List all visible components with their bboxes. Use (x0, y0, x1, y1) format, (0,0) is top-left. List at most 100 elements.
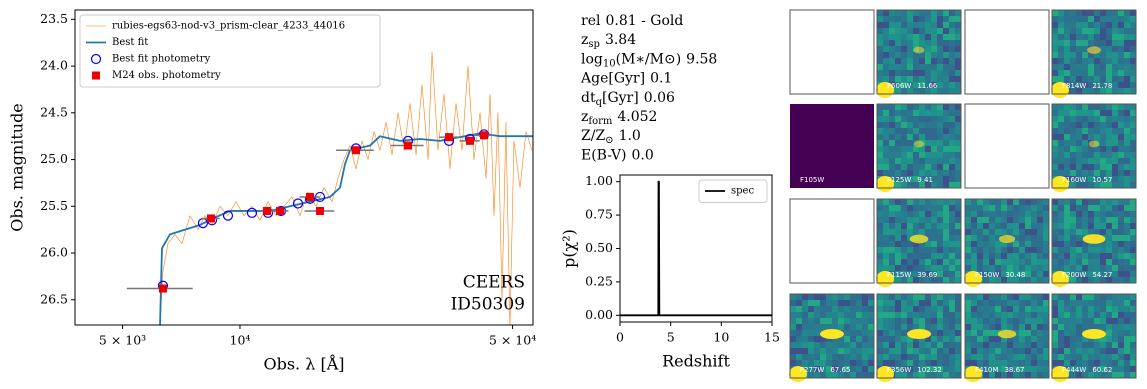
cutout-pixel (844, 312, 851, 319)
cutout-pixel (943, 64, 950, 71)
cutout-pixel (1088, 217, 1095, 224)
cutout-pixel (1076, 58, 1083, 65)
cutout-pixel (943, 52, 950, 59)
cutout-pixel (1100, 70, 1107, 77)
cutout-pixel (1088, 58, 1095, 65)
cutout-pixel (983, 306, 990, 313)
cutout-pixel (919, 158, 926, 165)
cutout-pixel (1106, 235, 1113, 242)
cutout-pixel (1106, 366, 1113, 373)
cutout-pixel (1031, 241, 1038, 248)
cutout-pixel (925, 116, 932, 123)
cutout-pixel (937, 176, 944, 183)
cutout-pixel (1070, 253, 1077, 260)
cutout-pixel (965, 211, 972, 218)
cutout-pixel (995, 211, 1002, 218)
cutout-pixel (1088, 336, 1095, 343)
cutout-pixel (820, 324, 827, 331)
cutout-pixel (1037, 294, 1044, 301)
cutout-pixel (883, 70, 890, 77)
cutout-pixel (931, 140, 938, 147)
cutout-pixel (1118, 318, 1125, 325)
cutout-pixel (1130, 22, 1137, 29)
cutout-pixel (931, 104, 938, 111)
cutout-pixel (943, 205, 950, 212)
cutout-pixel (826, 348, 833, 355)
cutout-pixel (1052, 241, 1059, 248)
cutout-pixel (955, 122, 962, 129)
cutout-pixel (1025, 235, 1032, 242)
cutout-pixel (877, 122, 884, 129)
cutout-pixel (1019, 330, 1026, 337)
cutout-pixel (995, 247, 1002, 254)
cutout-pixel (895, 122, 902, 129)
cutout-pixel (877, 40, 884, 47)
cutout-pixel (1037, 241, 1044, 248)
info-label: Age[Gyr] (580, 71, 645, 87)
cutout-pixel (1124, 235, 1131, 242)
cutout-pixel (1124, 34, 1131, 41)
filter-name: F277W (800, 366, 824, 374)
cutout-pixel (895, 271, 902, 278)
cutout-pixel (1058, 223, 1065, 230)
cutout-pixel (1118, 306, 1125, 313)
cutout-pixel (850, 372, 857, 379)
cutout-pixel (868, 372, 875, 379)
photometry-point (222, 210, 234, 221)
cutout-pixel (1118, 182, 1125, 189)
cutout-pixel (943, 229, 950, 236)
cutout-pixel (889, 158, 896, 165)
cutout-pixel (1100, 366, 1107, 373)
cutout-pixel (1094, 104, 1101, 111)
cutout-pixel (895, 22, 902, 29)
cutout-pixel (1094, 342, 1101, 349)
cutout-pixel (989, 211, 996, 218)
cutout-pixel (1100, 82, 1107, 89)
cutout-pixel (977, 235, 984, 242)
cutout-pixel (1130, 348, 1137, 355)
cutout-pixel (1094, 82, 1101, 89)
cutout-pixel (965, 330, 972, 337)
cutout-pixel (1064, 158, 1071, 165)
cutout-pixel (1112, 265, 1119, 272)
cutout-pixel (913, 366, 920, 373)
cutout-pixel (925, 70, 932, 77)
cutout-pixel (925, 82, 932, 89)
cutout-pixel (919, 104, 926, 111)
cutout-pixel (1106, 241, 1113, 248)
cutout-pixel (955, 16, 962, 23)
cutout-pixel (1100, 205, 1107, 212)
cutout-pixel (913, 164, 920, 171)
cutout-pixel (1082, 342, 1089, 349)
annotation: CEERS (463, 273, 525, 293)
cutout-pixel (919, 348, 926, 355)
cutout-pixel (907, 140, 914, 147)
cutout-pixel (931, 253, 938, 260)
cutout-pixel (1112, 247, 1119, 254)
source-blob (997, 329, 1017, 339)
cutout-pixel (1130, 182, 1137, 189)
cutout-pixel (889, 354, 896, 361)
cutout-pixel (925, 235, 932, 242)
cutout-pixel (832, 318, 839, 325)
cutout-pixel (937, 372, 944, 379)
cutout-pixel (1058, 16, 1065, 23)
cutout-pixel (889, 217, 896, 224)
cutout-pixel (1118, 223, 1125, 230)
cutout-pixel (1064, 229, 1071, 236)
cutout-pixel (1031, 235, 1038, 242)
cutout-pixel (802, 348, 809, 355)
observed-point (404, 141, 413, 150)
cutout-pixel (1112, 372, 1119, 379)
cutout-pixel (919, 324, 926, 331)
cutout-pixel (1052, 116, 1059, 123)
cutout-pixel (895, 342, 902, 349)
cutout-pixel (889, 229, 896, 236)
cutout-pixel (983, 277, 990, 284)
cutout-pixel (838, 354, 845, 361)
cutout-pixel (919, 271, 926, 278)
cutout-pixel (1118, 247, 1125, 254)
cutout-pixel (1106, 205, 1113, 212)
cutout-pixel (1082, 294, 1089, 301)
cutout-pixel (949, 40, 956, 47)
